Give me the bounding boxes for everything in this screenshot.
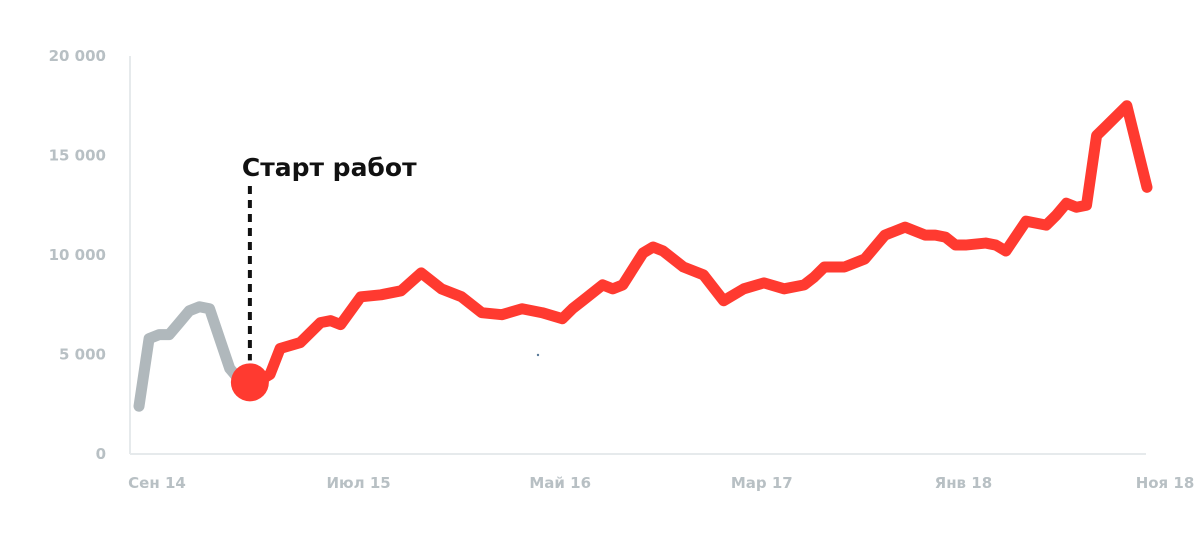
x-axis: Сен 14 Июл 15 Май 16 Мар 17 Янв 18 Ноя 18 (128, 453, 1194, 492)
x-tick-labels: Сен 14 Июл 15 Май 16 Мар 17 Янв 18 Ноя 18 (128, 474, 1194, 492)
y-tick-label: 5 000 (59, 346, 106, 364)
x-tick-label: Май 16 (529, 474, 591, 492)
start-annotation: Старт работ (242, 153, 417, 361)
start-marker (230, 363, 269, 402)
x-tick-label: Июл 15 (326, 474, 390, 492)
x-tick-label: Ноя 18 (1136, 474, 1195, 492)
annotation-label: Старт работ (242, 153, 417, 182)
y-tick-label: 10 000 (49, 246, 106, 264)
x-tick-label: Мар 17 (731, 474, 793, 492)
series-line-after (244, 100, 1153, 388)
stray-dot (536, 353, 540, 357)
y-axis: 0 5 000 10 000 15 000 20 000 (49, 47, 131, 463)
series-layer (133, 100, 1153, 412)
series-line-before (133, 301, 256, 412)
y-tick-label: 15 000 (49, 147, 106, 165)
x-tick-label: Янв 18 (935, 474, 993, 492)
y-tick-labels: 0 5 000 10 000 15 000 20 000 (49, 47, 106, 463)
x-tick-label: Сен 14 (128, 474, 186, 492)
y-tick-label: 20 000 (49, 47, 106, 65)
y-tick-label: 0 (96, 445, 106, 463)
